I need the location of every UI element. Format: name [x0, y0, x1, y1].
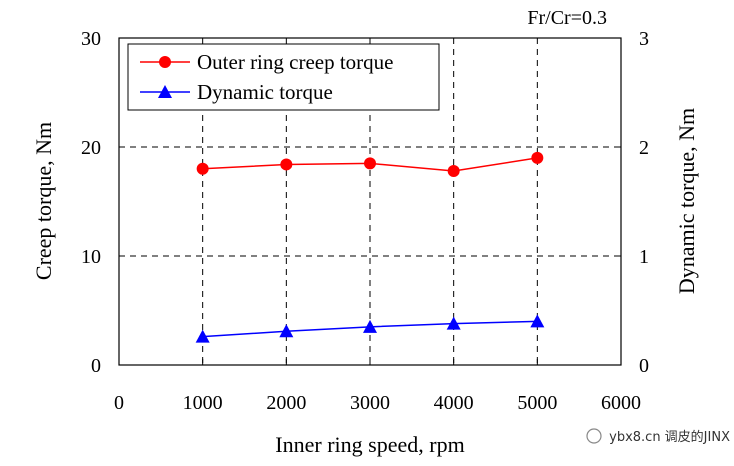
data-point-dynamic-4000 [446, 316, 461, 330]
watermark: ybx8.cn 调皮的JINX [586, 428, 730, 445]
axis-ticks: 0 1000 2000 3000 4000 5000 6000 0 10 20 30 0 1 2 3 [81, 28, 649, 414]
x-tick-label-4000: 4000 [434, 392, 474, 414]
legend-label-creep: Outer ring creep torque [197, 50, 394, 74]
legend-label-dynamic: Dynamic torque [197, 80, 333, 104]
y-right-tick-label-2: 2 [639, 137, 649, 159]
x-tick-label-3000: 3000 [350, 392, 390, 414]
data-point-dynamic-3000 [363, 319, 377, 333]
y-left-tick-label-10: 10 [81, 246, 101, 268]
y-right-tick-label-0: 0 [639, 355, 649, 377]
data-point-dynamic-5000 [530, 314, 545, 328]
x-axis-title: Inner ring speed, rpm [275, 432, 464, 457]
data-point-dynamic-1000 [195, 329, 210, 343]
x-tick-label-6000: 6000 [601, 392, 641, 414]
y-left-tick-label-20: 20 [81, 137, 101, 159]
x-tick-label-1000: 1000 [183, 392, 223, 414]
x-tick-label-2000: 2000 [266, 392, 306, 414]
data-point-creep-4000 [447, 164, 460, 177]
legend-box [127, 43, 440, 111]
legend-marker-creep [159, 56, 171, 68]
data-point-dynamic-2000 [279, 324, 294, 338]
y-axis-right-title: Dynamic torque, Nm [674, 108, 699, 294]
y-right-tick-label-1: 1 [639, 246, 649, 268]
wechat-icon [586, 428, 602, 444]
x-tick-label-0: 0 [114, 392, 124, 414]
y-right-tick-label-3: 3 [639, 28, 649, 50]
legend-marker-dynamic [158, 85, 172, 98]
fr-cr-annotation: Fr/Cr=0.3 [527, 7, 607, 29]
data-point-creep-1000 [196, 162, 209, 175]
data-point-creep-2000 [280, 158, 293, 171]
series-group [195, 151, 545, 343]
y-left-tick-label-0: 0 [91, 355, 101, 377]
y-left-tick-label-30: 30 [81, 28, 101, 50]
legend: Outer ring creep torque Dynamic torque [127, 43, 440, 111]
x-tick-label-5000: 5000 [517, 392, 557, 414]
grid-lines [119, 38, 621, 365]
data-point-creep-5000 [531, 151, 544, 164]
y-axis-left-title: Creep torque, Nm [31, 122, 56, 280]
watermark-text: ybx8.cn 调皮的JINX [609, 429, 730, 445]
data-point-creep-3000 [364, 157, 376, 170]
